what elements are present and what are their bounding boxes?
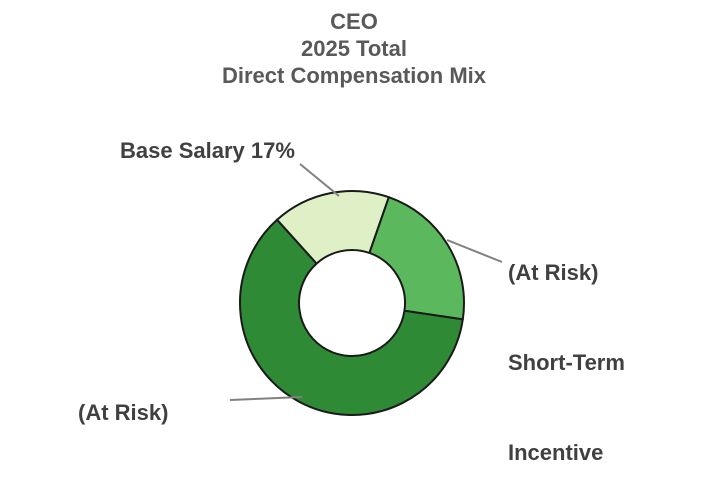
chart-title: CEO 2025 Total Direct Compensation Mix [0, 8, 708, 89]
label-short-term-line-2: Short-Term [508, 350, 625, 375]
donut-slice-2 [368, 196, 465, 321]
donut-chart [239, 190, 465, 416]
leader-line-base-salary [299, 163, 340, 197]
chart-title-line-1: CEO [330, 9, 378, 34]
label-short-term-line-1: (At Risk) [508, 260, 599, 285]
leader-line-long-term [229, 396, 303, 401]
label-short-term-line-3: Incentive [508, 440, 604, 465]
label-short-term-incentive: (At Risk) Short-Term Incentive Plan* 22% [508, 198, 625, 482]
chart-title-line-3: Direct Compensation Mix [221, 63, 487, 88]
donut-slice-3 [239, 218, 464, 416]
label-base-salary: Base Salary 17% [120, 138, 295, 163]
chart-title-line-2: 2025 Total [301, 36, 407, 61]
label-long-term-line-1: (At Risk) [78, 400, 169, 425]
leader-line-short-term [446, 239, 503, 263]
label-long-term-incentive: (At Risk) Long-Term Incentive Plan* 61% [78, 338, 191, 482]
